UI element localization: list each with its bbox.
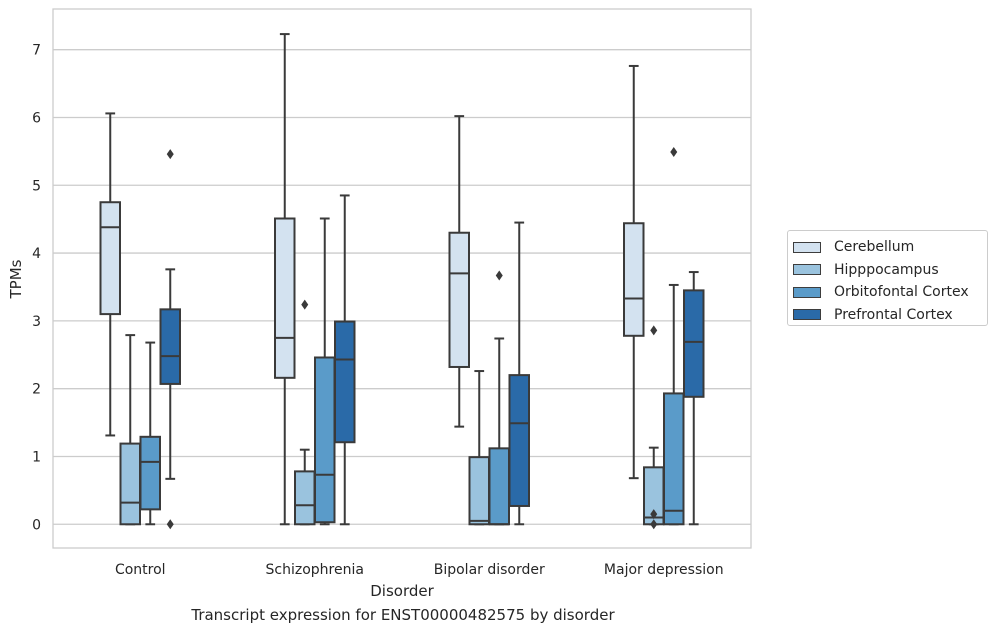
legend-swatch [793,286,821,298]
x-tick-label: Schizophrenia [266,562,364,578]
y-tick-label: 7 [32,43,41,59]
box-group [623,64,645,480]
box-group [274,33,296,526]
box [448,231,470,368]
box [99,201,121,316]
box-group [139,341,161,526]
y-tick-label: 5 [32,178,41,194]
box [119,442,141,526]
box [508,374,530,507]
legend-label: Cerebellum [834,239,915,256]
box-group [663,147,685,526]
legend-label: Prefrontal Cortex [834,306,953,323]
y-tick-label: 4 [32,246,41,262]
legend-swatch [793,309,821,321]
box [139,435,161,511]
box [334,320,356,444]
box-group [334,194,356,526]
outlier-point [166,149,174,160]
box-group [99,112,121,437]
outlier-point [650,509,658,520]
y-tick-labels: 0 1 2 3 4 5 6 7 [32,43,41,534]
outlier-point [670,147,678,158]
outlier-point [495,270,503,281]
legend-item: Prefrontal Cortex [792,304,987,327]
x-tick-label: Major depression [604,562,724,578]
y-axis-label: TPMs [7,259,25,299]
figure-caption: Transcript expression for ENST0000048257… [191,606,615,624]
box-group [508,221,530,526]
y-tick-label: 3 [32,314,41,330]
box [488,447,510,526]
box [159,308,181,385]
legend: Cerebellum Hipppocampus Orbitofontal Corte… [787,230,988,326]
box [623,222,645,337]
box [274,217,296,379]
legend-swatch [793,264,821,276]
x-tick-label: Control [115,562,166,578]
x-tick-labels: Control Schizophrenia Bipolar disorder Majo… [115,562,724,578]
box [314,356,336,524]
legend-label: Orbitofontal Cortex [834,284,969,301]
outlier-point [650,325,658,336]
box [468,456,490,526]
box [663,392,685,526]
box-group [448,115,470,428]
boxes [99,33,705,530]
box [294,470,316,526]
box-group [683,271,705,526]
box-group [643,325,665,530]
y-tick-label: 6 [32,110,41,126]
legend-item: Hipppocampus [792,259,987,282]
x-tick-label: Bipolar disorder [434,562,545,578]
box-group [294,299,316,526]
legend-swatch [793,241,821,253]
box-group [119,334,141,526]
y-tick-label: 2 [32,382,41,398]
y-tick-label: 0 [32,517,41,533]
legend-label: Hipppocampus [834,261,939,278]
legend-item: Cerebellum [792,236,987,259]
outlier-point [650,519,658,530]
x-axis-label: Disorder [370,582,434,600]
box-group [314,217,336,526]
outlier-point [301,299,309,310]
box-group [159,149,181,530]
outlier-point [166,519,174,530]
legend-item: Orbitofontal Cortex [792,281,987,304]
y-tick-label: 1 [32,449,41,465]
box [683,289,705,398]
